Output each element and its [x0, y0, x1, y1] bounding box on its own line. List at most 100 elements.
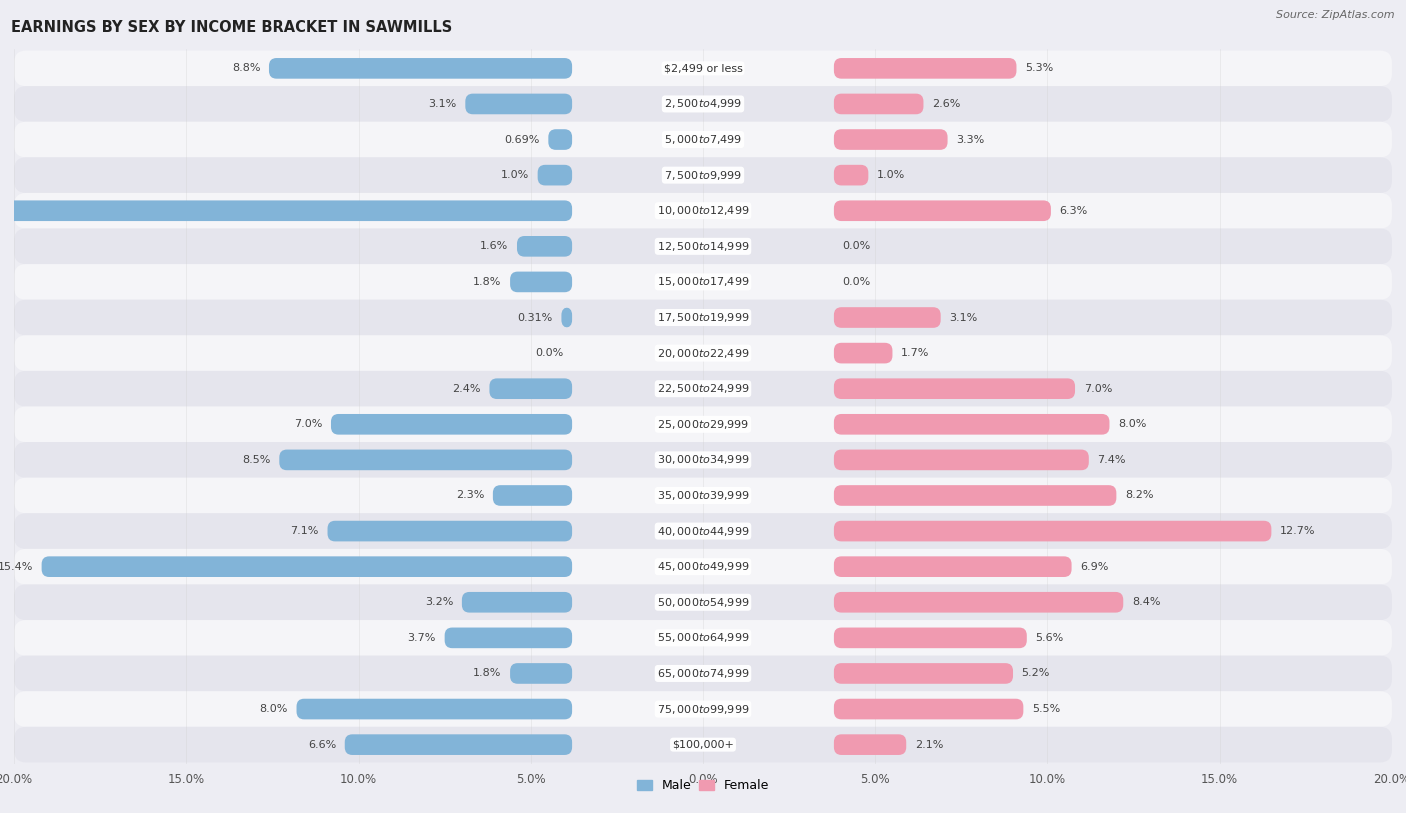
- Text: 8.5%: 8.5%: [242, 455, 271, 465]
- FancyBboxPatch shape: [14, 86, 1392, 122]
- FancyBboxPatch shape: [0, 201, 572, 221]
- FancyBboxPatch shape: [14, 478, 1392, 513]
- Text: 8.8%: 8.8%: [232, 63, 260, 73]
- Text: 6.6%: 6.6%: [308, 740, 336, 750]
- Text: $45,000 to $49,999: $45,000 to $49,999: [657, 560, 749, 573]
- Text: $65,000 to $74,999: $65,000 to $74,999: [657, 667, 749, 680]
- FancyBboxPatch shape: [14, 335, 1392, 371]
- Text: 0.69%: 0.69%: [505, 134, 540, 145]
- Text: $7,500 to $9,999: $7,500 to $9,999: [664, 168, 742, 181]
- FancyBboxPatch shape: [14, 193, 1392, 228]
- Text: 0.0%: 0.0%: [842, 277, 870, 287]
- Text: EARNINGS BY SEX BY INCOME BRACKET IN SAWMILLS: EARNINGS BY SEX BY INCOME BRACKET IN SAW…: [11, 20, 453, 35]
- FancyBboxPatch shape: [834, 663, 1012, 684]
- FancyBboxPatch shape: [834, 556, 1071, 577]
- Text: 1.8%: 1.8%: [472, 668, 502, 679]
- Text: 5.3%: 5.3%: [1025, 63, 1053, 73]
- FancyBboxPatch shape: [834, 521, 1271, 541]
- Text: 7.0%: 7.0%: [1084, 384, 1112, 393]
- FancyBboxPatch shape: [14, 122, 1392, 158]
- Text: $30,000 to $34,999: $30,000 to $34,999: [657, 454, 749, 467]
- FancyBboxPatch shape: [14, 585, 1392, 620]
- Text: $100,000+: $100,000+: [672, 740, 734, 750]
- FancyBboxPatch shape: [14, 300, 1392, 335]
- FancyBboxPatch shape: [14, 620, 1392, 655]
- Text: $40,000 to $44,999: $40,000 to $44,999: [657, 524, 749, 537]
- FancyBboxPatch shape: [834, 93, 924, 115]
- Text: $35,000 to $39,999: $35,000 to $39,999: [657, 489, 749, 502]
- FancyBboxPatch shape: [561, 307, 572, 328]
- Text: $2,499 or less: $2,499 or less: [664, 63, 742, 73]
- Text: 1.0%: 1.0%: [877, 170, 905, 180]
- Text: 8.2%: 8.2%: [1125, 490, 1153, 501]
- FancyBboxPatch shape: [834, 414, 1109, 435]
- Text: $50,000 to $54,999: $50,000 to $54,999: [657, 596, 749, 609]
- Text: 12.7%: 12.7%: [1279, 526, 1316, 536]
- Text: 7.1%: 7.1%: [291, 526, 319, 536]
- FancyBboxPatch shape: [328, 521, 572, 541]
- Text: $5,000 to $7,499: $5,000 to $7,499: [664, 133, 742, 146]
- Text: 6.3%: 6.3%: [1060, 206, 1088, 215]
- Text: 3.2%: 3.2%: [425, 598, 453, 607]
- FancyBboxPatch shape: [834, 129, 948, 150]
- FancyBboxPatch shape: [494, 485, 572, 506]
- Text: 5.2%: 5.2%: [1022, 668, 1050, 679]
- FancyBboxPatch shape: [14, 406, 1392, 442]
- Text: 3.7%: 3.7%: [408, 633, 436, 643]
- Text: $75,000 to $99,999: $75,000 to $99,999: [657, 702, 749, 715]
- FancyBboxPatch shape: [834, 734, 907, 755]
- Text: 5.5%: 5.5%: [1032, 704, 1060, 714]
- FancyBboxPatch shape: [834, 58, 1017, 79]
- FancyBboxPatch shape: [517, 236, 572, 257]
- Text: 2.4%: 2.4%: [453, 384, 481, 393]
- Text: $10,000 to $12,499: $10,000 to $12,499: [657, 204, 749, 217]
- Text: 7.4%: 7.4%: [1098, 455, 1126, 465]
- Text: 0.31%: 0.31%: [517, 312, 553, 323]
- Text: 3.1%: 3.1%: [429, 99, 457, 109]
- Text: 2.1%: 2.1%: [915, 740, 943, 750]
- FancyBboxPatch shape: [42, 556, 572, 577]
- Text: 8.0%: 8.0%: [1118, 420, 1146, 429]
- FancyBboxPatch shape: [834, 165, 869, 185]
- Text: Source: ZipAtlas.com: Source: ZipAtlas.com: [1277, 10, 1395, 20]
- Text: 1.6%: 1.6%: [479, 241, 509, 251]
- Text: $15,000 to $17,499: $15,000 to $17,499: [657, 276, 749, 289]
- Text: 1.7%: 1.7%: [901, 348, 929, 358]
- FancyBboxPatch shape: [834, 592, 1123, 612]
- FancyBboxPatch shape: [834, 628, 1026, 648]
- FancyBboxPatch shape: [489, 378, 572, 399]
- FancyBboxPatch shape: [444, 628, 572, 648]
- Text: 8.0%: 8.0%: [260, 704, 288, 714]
- FancyBboxPatch shape: [14, 442, 1392, 478]
- Text: 7.0%: 7.0%: [294, 420, 322, 429]
- FancyBboxPatch shape: [344, 734, 572, 755]
- FancyBboxPatch shape: [834, 378, 1076, 399]
- Text: $22,500 to $24,999: $22,500 to $24,999: [657, 382, 749, 395]
- Text: 6.9%: 6.9%: [1080, 562, 1108, 572]
- FancyBboxPatch shape: [834, 201, 1050, 221]
- Text: 1.8%: 1.8%: [472, 277, 502, 287]
- FancyBboxPatch shape: [14, 655, 1392, 691]
- FancyBboxPatch shape: [280, 450, 572, 470]
- FancyBboxPatch shape: [297, 698, 572, 720]
- FancyBboxPatch shape: [510, 272, 572, 292]
- Text: $25,000 to $29,999: $25,000 to $29,999: [657, 418, 749, 431]
- Text: $17,500 to $19,999: $17,500 to $19,999: [657, 311, 749, 324]
- Text: 2.3%: 2.3%: [456, 490, 484, 501]
- FancyBboxPatch shape: [14, 371, 1392, 406]
- FancyBboxPatch shape: [14, 228, 1392, 264]
- FancyBboxPatch shape: [14, 549, 1392, 585]
- FancyBboxPatch shape: [834, 698, 1024, 720]
- FancyBboxPatch shape: [14, 50, 1392, 86]
- Text: 8.4%: 8.4%: [1132, 598, 1160, 607]
- FancyBboxPatch shape: [14, 158, 1392, 193]
- FancyBboxPatch shape: [834, 450, 1088, 470]
- Text: $2,500 to $4,999: $2,500 to $4,999: [664, 98, 742, 111]
- FancyBboxPatch shape: [330, 414, 572, 435]
- FancyBboxPatch shape: [548, 129, 572, 150]
- Text: 2.6%: 2.6%: [932, 99, 960, 109]
- Text: 1.0%: 1.0%: [501, 170, 529, 180]
- FancyBboxPatch shape: [269, 58, 572, 79]
- Text: $20,000 to $22,499: $20,000 to $22,499: [657, 346, 749, 359]
- Legend: Male, Female: Male, Female: [631, 774, 775, 798]
